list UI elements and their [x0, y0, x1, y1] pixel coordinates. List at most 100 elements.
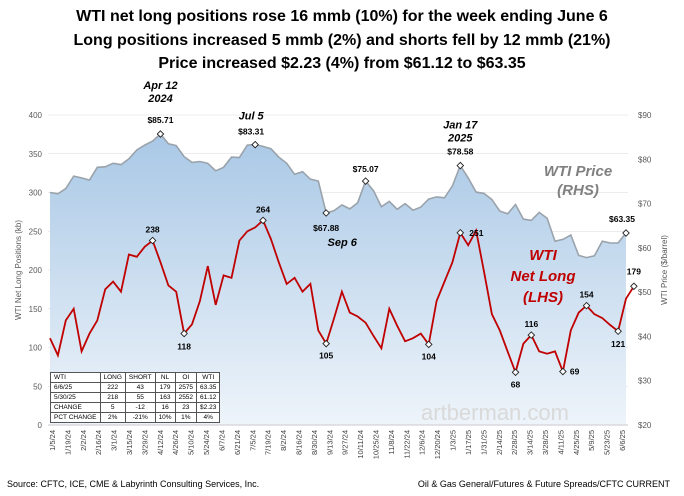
- watermark: artberman.com: [421, 400, 569, 425]
- x-tick-label: 12/6/24: [418, 430, 427, 455]
- x-tick-label: 2/28/25: [510, 430, 519, 455]
- chart-title-line-3: Price increased $2.23 (4%) from $61.12 t…: [158, 55, 526, 72]
- x-tick-label: 8/16/24: [294, 430, 303, 455]
- stats-row: PCT CHANGE 2% -21% 10% 1% 4%: [50, 412, 221, 423]
- x-tick-label: 9/13/24: [325, 430, 334, 455]
- stats-cell: -21%: [124, 412, 156, 423]
- source-note: Source: CFTC, ICE, CME & Labyrinth Consu…: [7, 479, 260, 489]
- data-label: 118: [177, 342, 191, 352]
- data-label: 104: [422, 351, 436, 361]
- stats-cell: LONG: [99, 372, 126, 383]
- x-tick-label: 12/20/24: [433, 430, 442, 459]
- stats-cell: PCT CHANGE: [50, 412, 101, 423]
- data-label: 116: [524, 319, 538, 329]
- stats-cell: OI: [174, 372, 198, 383]
- x-tick-label: 5/23/25: [603, 430, 612, 455]
- data-label: 179: [627, 266, 641, 276]
- data-label: 69: [570, 367, 580, 377]
- stats-cell: 1%: [174, 412, 198, 423]
- right-axis-tick: $30: [638, 377, 652, 386]
- x-tick-label: 1/5/24: [48, 430, 57, 451]
- data-point-marker: [251, 140, 259, 149]
- stats-cell: 179: [154, 382, 176, 393]
- chart-title-line-1: WTI net long positions rose 16 mmb (10%)…: [76, 8, 608, 25]
- stats-cell: 4%: [196, 412, 221, 423]
- stats-cell: 23: [174, 402, 198, 413]
- stats-cell: 5: [99, 402, 126, 413]
- stats-cell: WTI: [50, 372, 101, 383]
- x-tick-label: 8/2/24: [279, 430, 288, 451]
- left-axis-tick: 350: [29, 150, 43, 159]
- series-label: Net Long: [511, 268, 576, 285]
- x-tick-label: 3/28/25: [541, 430, 550, 455]
- data-point-marker: [622, 229, 630, 237]
- series-label: WTI: [529, 247, 557, 264]
- stats-cell: 5/30/25: [50, 392, 101, 403]
- left-axis-tick: 0: [38, 421, 43, 430]
- left-axis-tick: 150: [29, 305, 43, 314]
- x-tick-label: 1/31/25: [479, 430, 488, 455]
- markers: [148, 130, 638, 377]
- x-tick-label: 11/22/24: [402, 430, 411, 459]
- left-axis-tick: 100: [29, 344, 43, 353]
- x-tick-label: 1/3/25: [449, 430, 458, 451]
- data-label: $85.71: [147, 115, 173, 125]
- data-point-marker: [322, 339, 331, 348]
- stats-cell: 2%: [99, 412, 126, 423]
- stats-cell: $2.23: [196, 402, 221, 413]
- left-axis-tick: 50: [33, 382, 42, 391]
- left-axis-tick: 300: [29, 189, 43, 198]
- price-series-line: [49, 132, 627, 259]
- data-label: $78.58: [447, 147, 473, 157]
- data-point-marker: [456, 161, 465, 170]
- axes: 0 50 100 150 200 250 300 350 400 $20 $30 $40 $50 $60 $…: [14, 111, 669, 459]
- data-point-marker: [582, 301, 591, 310]
- stats-cell: 2575: [174, 382, 198, 393]
- data-point-marker: [559, 367, 567, 376]
- stats-cell: CHANGE: [50, 402, 101, 413]
- stats-cell: 2552: [174, 392, 198, 403]
- x-tick-label: 2/14/25: [495, 430, 504, 455]
- data-label: $83.31: [238, 127, 264, 137]
- x-tick-label: 4/12/24: [156, 430, 165, 455]
- stats-cell: 61.12: [196, 392, 221, 403]
- x-tick-label: 10/25/24: [372, 430, 381, 459]
- data-label: 238: [145, 225, 159, 235]
- right-axis-tick: $80: [638, 155, 652, 164]
- data-point-marker: [511, 368, 520, 377]
- stats-cell: 6/6/25: [50, 382, 101, 393]
- stats-cell: 16: [154, 402, 176, 413]
- date-annotation: Apr 12 2024: [142, 80, 177, 105]
- x-tick-label: 2/2/24: [79, 430, 88, 451]
- right-axis-tick: $90: [638, 111, 652, 120]
- x-tick-label: 4/26/24: [171, 430, 180, 455]
- stats-table: WTI LONG SHORT NL OI WTI 6/6/25 222 43 179 2575 63.…: [50, 372, 221, 423]
- data-label: $63.35: [609, 214, 635, 224]
- x-tick-label: 7/5/24: [248, 430, 257, 451]
- data-point-marker: [322, 209, 331, 217]
- data-point-marker: [424, 340, 433, 349]
- stats-cell: SHORT: [124, 372, 156, 383]
- series-labels: WTI Price (RHS) WTI Net Long (LHS): [511, 163, 613, 306]
- x-tick-label: 7/19/24: [264, 430, 273, 455]
- series-label: WTI Price: [544, 163, 612, 180]
- x-tick-label: 3/15/24: [125, 430, 134, 455]
- data-point-marker: [361, 177, 370, 185]
- x-tick-label: 2/16/24: [94, 430, 103, 455]
- x-tick-label: 6/6/25: [618, 430, 627, 451]
- stats-cell: NL: [154, 372, 176, 383]
- data-label: 68: [511, 379, 521, 389]
- x-tick-label: 10/11/24: [356, 430, 365, 459]
- left-axis-tick: 250: [29, 227, 43, 236]
- data-label: $67.88: [313, 223, 339, 233]
- data-point-marker: [614, 327, 622, 336]
- right-axis-tick: $60: [638, 244, 652, 253]
- left-axis-tick: 400: [29, 111, 43, 120]
- x-tick-label: 6/21/24: [233, 430, 242, 455]
- stats-cell: WTI: [196, 372, 221, 383]
- net-long-series-line: [49, 218, 635, 376]
- stats-row: CHANGE 5 -12 16 23 $2.23: [50, 402, 221, 413]
- stats-row: 5/30/25 218 55 163 2552 61.12: [50, 392, 221, 403]
- right-axis-label: WTI Price ($/barrel): [660, 235, 669, 305]
